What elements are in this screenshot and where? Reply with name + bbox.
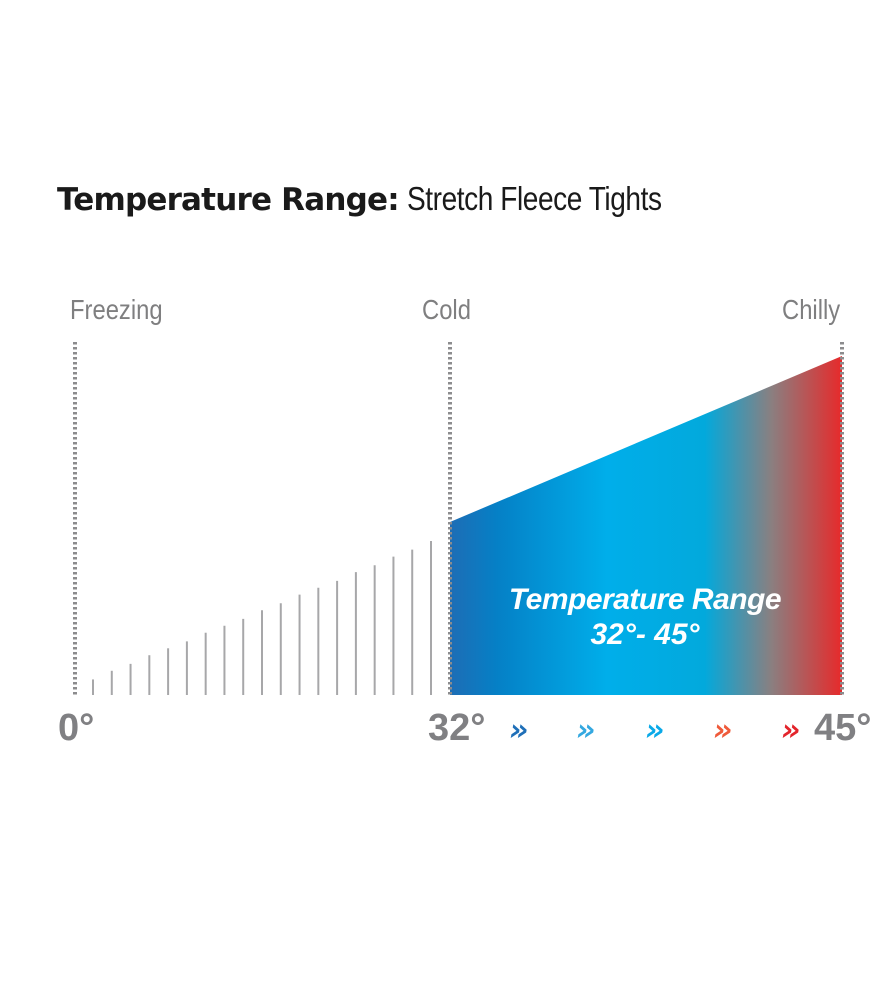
- chart-title: Temperature Range: Stretch Fleece Tights: [57, 180, 706, 218]
- range-label-values: 32°- 45°: [590, 618, 700, 651]
- tick-label-45: 45°: [814, 707, 872, 749]
- chart-title-product: Stretch Fleece Tights: [406, 180, 662, 217]
- zone-label-freezing: Freezing: [70, 294, 163, 325]
- background-bars: [92, 541, 432, 695]
- chevron-right-icon: »: [713, 713, 733, 748]
- chevron-right-icon: »: [576, 713, 596, 748]
- range-label-title: Temperature Range: [508, 583, 782, 616]
- chart-title-bold: Temperature Range:: [57, 182, 400, 218]
- zone-label-chilly: Chilly: [782, 294, 841, 325]
- temperature-range-area: [450, 356, 842, 695]
- chevron-right-icon: »: [781, 713, 801, 748]
- tick-label-32: 32°: [428, 707, 486, 749]
- chevron-right-icon: »: [509, 713, 529, 748]
- chevron-right-icon: »: [645, 713, 665, 748]
- zone-label-cold: Cold: [422, 294, 471, 325]
- tick-label-0: 0°: [58, 707, 95, 749]
